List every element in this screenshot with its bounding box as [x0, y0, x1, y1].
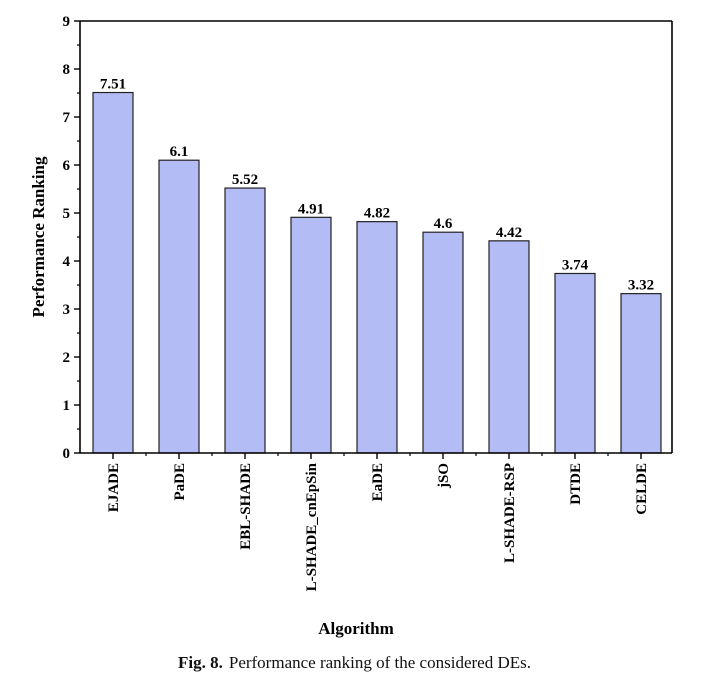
y-tick-label: 4 — [63, 254, 71, 270]
x-axis-title: Algorithm — [318, 619, 394, 638]
x-tick-label: CELDE — [634, 463, 650, 515]
x-tick-label: jSO — [436, 463, 452, 489]
bar-value-label: 4.91 — [298, 201, 324, 217]
bar-ebl-shade — [224, 187, 266, 454]
y-tick-label: 9 — [63, 14, 71, 30]
bar-pade — [158, 159, 200, 454]
figure-caption-text: Performance ranking of the considered DE… — [228, 653, 531, 672]
x-tick-label: PaDE — [172, 463, 188, 501]
bar-value-label: 3.74 — [562, 257, 589, 273]
bar-jso — [422, 231, 464, 454]
bar-l-shade-cnepsin — [290, 216, 332, 454]
y-tick-label: 6 — [63, 158, 71, 174]
bar-ejade — [92, 91, 134, 454]
y-tick-label: 2 — [63, 350, 71, 366]
y-axis-title: Performance Ranking — [29, 156, 48, 318]
y-ticks-layer: 0 1 2 3 4 5 6 7 8 9 — [63, 14, 80, 462]
bar-value-label: 5.52 — [232, 172, 258, 188]
x-tick-label: DTDE — [568, 463, 584, 505]
figure-caption-label: Fig. 8. — [178, 653, 223, 672]
bars-layer — [92, 91, 662, 454]
x-tick-label: EaDE — [370, 463, 386, 501]
y-tick-label: 0 — [63, 446, 71, 462]
x-tick-label: L-SHADE_cnEpSin — [304, 462, 320, 591]
x-tick-label: EBL-SHADE — [238, 463, 254, 550]
y-tick-label: 7 — [63, 110, 71, 126]
y-tick-label: 8 — [63, 62, 71, 78]
bar-value-label: 4.42 — [496, 225, 522, 241]
bar-chart: 7.51 6.1 5.52 4.91 4.82 4.6 4.42 3.74 3.32 0 1 2 3 4… — [29, 14, 673, 638]
bar-dtde — [554, 272, 596, 454]
bar-l-shade-rsp — [488, 240, 530, 454]
value-labels-layer: 7.51 6.1 5.52 4.91 4.82 4.6 4.42 3.74 3.32 — [100, 77, 654, 294]
y-tick-label: 5 — [63, 206, 71, 222]
bar-value-label: 4.6 — [434, 216, 453, 232]
bar-value-label: 3.32 — [628, 278, 654, 294]
bar-value-label: 4.82 — [364, 206, 390, 222]
figure-caption: Fig. 8. Performance ranking of the consid… — [0, 653, 709, 673]
x-tick-label: L-SHADE-RSP — [502, 463, 518, 563]
y-tick-label: 3 — [63, 302, 71, 318]
bar-value-label: 6.1 — [170, 144, 189, 160]
bar-eade — [356, 221, 398, 454]
y-tick-label: 1 — [63, 398, 71, 414]
x-tick-label: EJADE — [106, 463, 122, 512]
bar-value-label: 7.51 — [100, 77, 126, 93]
x-ticks-layer: EJADE PaDE EBL-SHADE L-SHADE_cnEpSin EaDE jSO… — [106, 453, 650, 591]
bar-celde — [620, 293, 662, 454]
